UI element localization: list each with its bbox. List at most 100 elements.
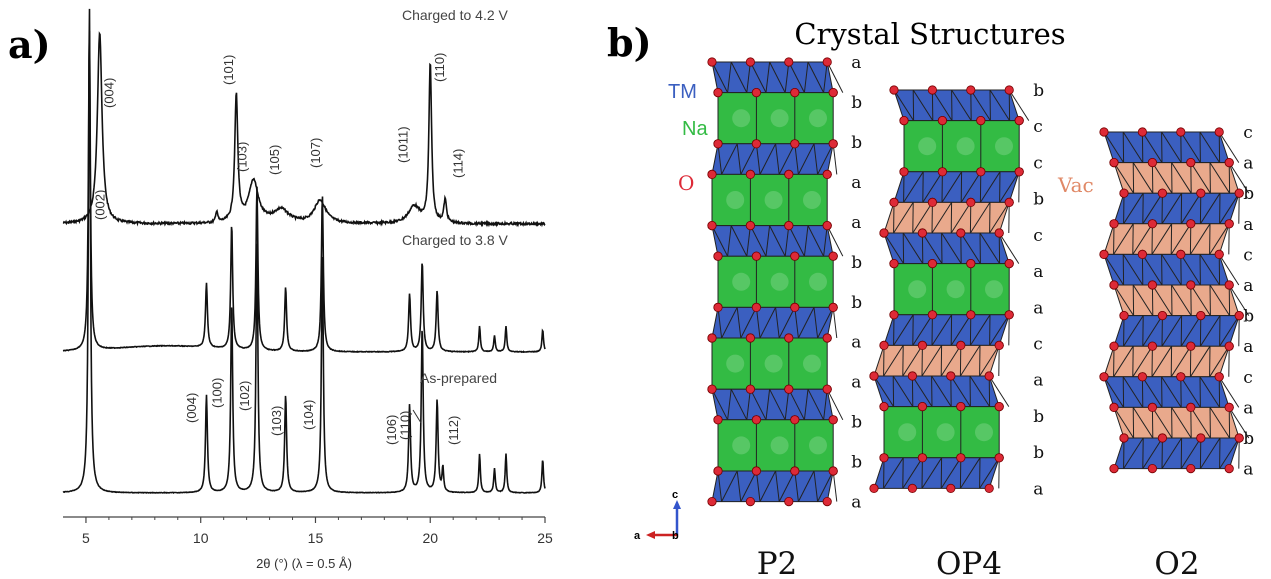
oxygen-atom xyxy=(956,228,966,238)
layer-edge xyxy=(1180,254,1201,286)
layer-edge xyxy=(931,314,953,346)
xrd-peak-labels: Charged to 4.2 V (004) (101) (103) (105) (107… xyxy=(92,7,508,445)
layer-edge xyxy=(1161,437,1183,469)
prism-shade xyxy=(956,137,975,156)
layer-edge xyxy=(1219,192,1240,225)
oxygen-atom xyxy=(745,384,756,394)
layer-edge xyxy=(1151,345,1173,378)
stacking-letter: b xyxy=(851,93,862,113)
oxygen-atom xyxy=(889,85,899,95)
oxygen-atom xyxy=(1109,219,1119,229)
layer-edge xyxy=(1161,376,1182,408)
layer-edge xyxy=(769,388,786,421)
layer-edge xyxy=(711,225,729,257)
layer-edge xyxy=(740,307,757,339)
peak-label: (004) xyxy=(101,78,116,108)
legend-tm: TM xyxy=(668,81,697,103)
layer-edge xyxy=(1008,89,1030,121)
structure-name: P2 xyxy=(757,546,798,579)
oxygen-atom xyxy=(1234,188,1244,198)
layer-edge xyxy=(721,470,738,502)
layer-edge xyxy=(883,345,904,377)
oxygen-atom xyxy=(751,139,762,149)
layer-edge xyxy=(769,225,786,257)
layer-edge xyxy=(1180,376,1201,408)
oxygen-atom xyxy=(751,415,762,425)
oxygen-atom xyxy=(751,466,762,476)
c-axis-arrowhead xyxy=(673,500,681,509)
layer-edge xyxy=(893,314,914,346)
oxygen-atom xyxy=(1224,341,1234,351)
stacking-letter: b xyxy=(851,453,862,473)
oxygen-atom xyxy=(1099,372,1109,382)
layer-edge xyxy=(727,389,732,420)
layer-edge xyxy=(1142,192,1163,225)
oxygen-atom xyxy=(956,401,966,412)
layer-edge xyxy=(912,314,933,346)
layer-edge xyxy=(1122,131,1144,163)
layer-edge xyxy=(730,388,748,421)
stacking-letter: c xyxy=(1243,123,1253,143)
layer-edge xyxy=(1180,437,1202,469)
layer-edge xyxy=(784,389,790,420)
oxygen-atom xyxy=(966,258,976,269)
oxygen-atom xyxy=(889,310,899,320)
layer-edge xyxy=(736,307,742,339)
layer-edge xyxy=(960,171,982,203)
oxygen-atom xyxy=(956,453,966,463)
oxygen-atom xyxy=(976,167,986,177)
layer-edge xyxy=(1132,284,1154,316)
layer-edge xyxy=(1123,192,1144,225)
oxygen-atom xyxy=(828,415,838,425)
stacking-letter: c xyxy=(1033,335,1043,355)
layer-edge xyxy=(1113,284,1135,316)
layer-edge xyxy=(803,61,809,93)
layer-edge xyxy=(1161,315,1183,347)
peak-label: (103) xyxy=(235,142,250,172)
oxygen-atom xyxy=(1214,372,1224,382)
b-axis-label: b xyxy=(672,530,679,542)
oxygen-atom xyxy=(907,371,918,381)
panel-a-label: a) xyxy=(8,22,51,67)
stacking-letter: b xyxy=(851,293,862,313)
layer-edge xyxy=(902,232,924,264)
oxygen-atom xyxy=(917,453,928,463)
oxygen-atom xyxy=(1109,280,1119,290)
layer-edge xyxy=(912,202,933,234)
layer-edge xyxy=(759,470,777,502)
stacking-letter: c xyxy=(1243,245,1253,265)
oxygen-atom xyxy=(784,221,794,231)
layer-edge xyxy=(1113,223,1134,255)
peak-label: (004) xyxy=(184,393,199,423)
peak-label: (107) xyxy=(308,138,323,168)
layer-edge xyxy=(717,307,723,339)
prism-shade xyxy=(732,272,751,291)
layer-edge xyxy=(931,375,952,407)
oxygen-atom xyxy=(713,88,723,98)
layer-edge xyxy=(951,89,972,121)
oxygen-atom xyxy=(1004,197,1014,207)
xrd-curves xyxy=(62,8,546,494)
layer-edge xyxy=(1228,284,1250,316)
layer-edge xyxy=(892,375,914,407)
layer-edge xyxy=(1123,437,1144,469)
x-axis-label: 2θ (°) (λ = 0.5 Å) xyxy=(256,556,352,571)
layer-edge xyxy=(979,345,1000,377)
layer-edge xyxy=(778,143,796,175)
layer-edge xyxy=(912,89,934,121)
oxygen-atom xyxy=(707,221,717,231)
oxygen-atom xyxy=(1147,341,1158,351)
layer-edge xyxy=(969,202,991,234)
a-axis-label: a xyxy=(634,530,641,542)
layer-edge xyxy=(1219,437,1240,469)
oxygen-atom xyxy=(1186,219,1196,229)
oxygen-atom xyxy=(907,483,918,493)
oxygen-atom xyxy=(713,415,723,425)
layer-edge xyxy=(969,375,991,407)
oxygen-atom xyxy=(927,310,938,320)
oxygen-atom xyxy=(784,169,794,179)
oxygen-atom xyxy=(713,302,723,312)
stacking-letter: a xyxy=(1033,298,1043,318)
layer-edge xyxy=(1218,376,1240,408)
